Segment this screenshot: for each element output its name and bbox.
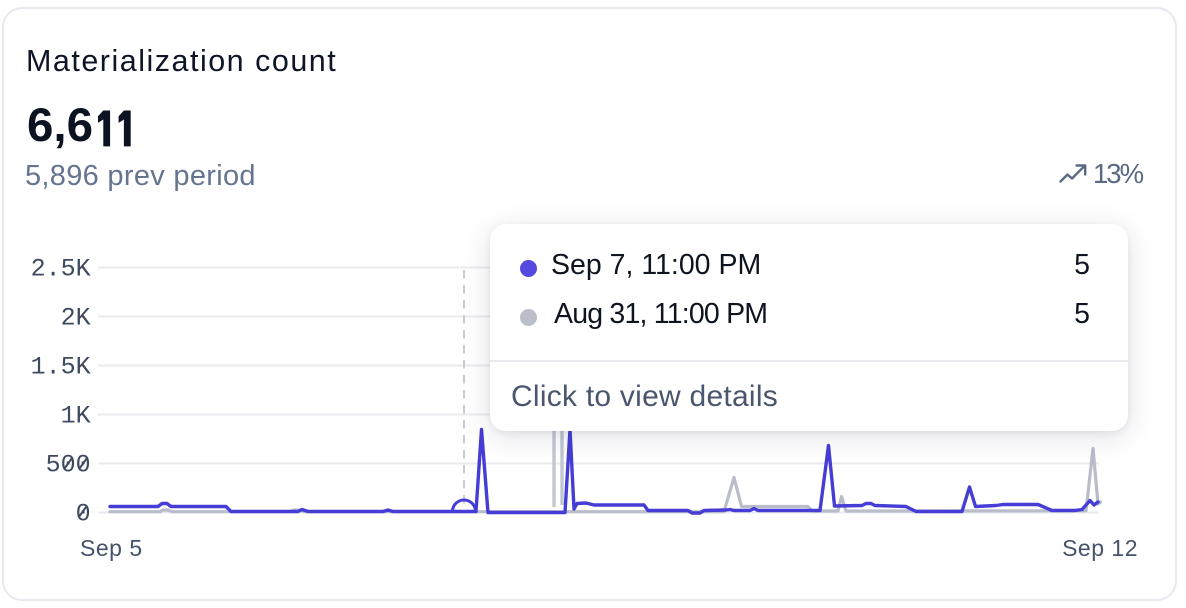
svg-text:0: 0	[76, 500, 91, 529]
svg-text:1.5K: 1.5K	[31, 353, 91, 382]
svg-text:500: 500	[46, 451, 91, 480]
svg-text:2K: 2K	[61, 304, 91, 333]
svg-text:2.5K: 2.5K	[31, 255, 91, 284]
svg-text:1K: 1K	[61, 402, 91, 431]
